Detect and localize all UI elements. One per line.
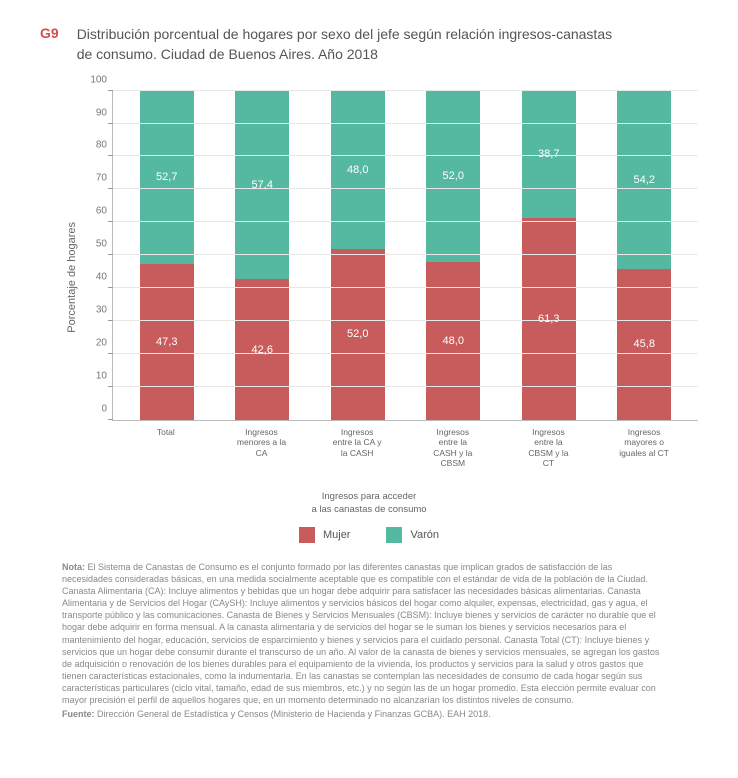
footnotes: Nota: El Sistema de Canastas de Consumo … [62,561,662,721]
y-tick-mark [108,155,113,156]
gridline [113,386,698,387]
bar-segment-varon: 57,4 [235,91,289,280]
x-axis-label: Ingresos entre la CBSM y la CT [521,427,575,470]
bar-segment-mujer: 61,3 [522,218,576,420]
y-tick-label: 30 [79,304,107,315]
y-tick-mark [108,254,113,255]
chart-inner: 52,747,357,442,648,052,052,048,038,761,3… [78,85,698,470]
gridline [113,254,698,255]
gridline [113,320,698,321]
y-tick-label: 20 [79,337,107,348]
bar-segment-varon: 54,2 [617,91,671,269]
nota-text: El Sistema de Canastas de Consumo es el … [62,562,659,706]
legend-swatch [386,527,402,543]
y-tick-label: 100 [79,74,107,85]
bar: 52,048,0 [426,91,480,420]
legend-swatch [299,527,315,543]
y-tick-mark [108,287,113,288]
bar: 57,442,6 [235,91,289,420]
x-axis-label: Ingresos entre la CASH y la CBSM [426,427,480,470]
y-tick-mark [108,90,113,91]
y-tick-label: 50 [79,239,107,250]
gridline [113,353,698,354]
bar-segment-mujer: 42,6 [235,279,289,419]
bar-segment-mujer: 52,0 [331,249,385,420]
bar: 54,245,8 [617,91,671,420]
y-tick-label: 60 [79,206,107,217]
chart-container: Porcentaje de hogares 52,747,3 57,442,6 48… [62,85,698,470]
y-tick-label: 10 [79,370,107,381]
bar-segment-varon: 48,0 [331,91,385,249]
y-tick-mark [108,419,113,420]
bar-segment-varon: 52,0 [426,91,480,262]
plot-area: 52,747,357,442,648,052,052,048,038,761,3… [112,91,698,421]
nota-label: Nota: [62,562,85,572]
legend-title-line-1: Ingresos para acceder [322,491,417,502]
legend-label: Mujer [323,529,351,541]
legend-item: Varón [386,527,439,543]
bar: 52,747,3 [140,91,194,420]
y-tick-label: 40 [79,272,107,283]
gridline [113,188,698,189]
y-tick-mark [108,386,113,387]
legend-title: Ingresos para acceder a las canastas de … [40,491,698,517]
y-tick-mark [108,221,113,222]
y-tick-mark [108,320,113,321]
bars-group: 52,747,357,442,648,052,052,048,038,761,3… [113,91,698,420]
x-axis-label: Ingresos entre la CA y la CASH [330,427,384,470]
x-axis-label: Total [139,427,193,470]
y-tick-mark [108,353,113,354]
y-axis-label: Porcentaje de hogares [62,222,78,333]
x-axis-label: Ingresos menores a la CA [234,427,288,470]
bar-segment-varon: 38,7 [522,91,576,218]
y-tick-mark [108,188,113,189]
x-axis-labels: Total Ingresos menores a la CA Ingresos en… [112,421,698,470]
chart-title: Distribución porcentual de hogares por s… [77,24,617,65]
gridline [113,287,698,288]
bar: 38,761,3 [522,91,576,420]
y-tick-mark [108,123,113,124]
y-tick-label: 70 [79,173,107,184]
legend-item: Mujer [299,527,351,543]
chart-header: G9 Distribución porcentual de hogares po… [40,24,698,65]
x-axis-label: Ingresos mayores o iguales al CT [617,427,671,470]
bar-segment-mujer: 48,0 [426,262,480,420]
gridline [113,123,698,124]
bar-segment-mujer: 45,8 [617,269,671,420]
fuente-label: Fuente: [62,709,95,719]
legend-title-line-2: a las canastas de consumo [311,504,426,515]
gridline [113,221,698,222]
bar-segment-varon: 52,7 [140,91,194,264]
chart-code: G9 [40,24,59,44]
gridline [113,155,698,156]
gridline [113,90,698,91]
legend-label: Varón [410,529,439,541]
legend: Mujer Varón [40,527,698,543]
y-tick-label: 90 [79,107,107,118]
fuente-text: Dirección General de Estadística y Censo… [95,709,491,719]
bar: 48,052,0 [331,91,385,420]
y-tick-label: 80 [79,140,107,151]
y-tick-label: 0 [79,403,107,414]
